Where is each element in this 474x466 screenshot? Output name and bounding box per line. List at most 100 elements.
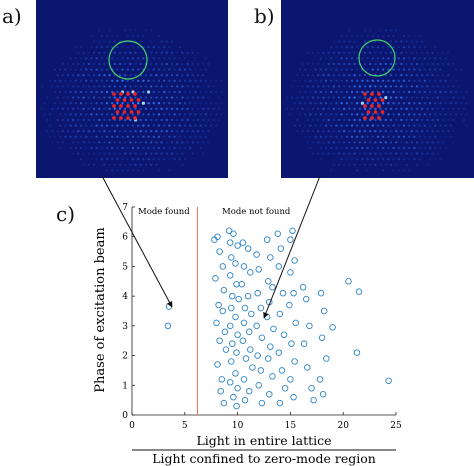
lattice-spot [118, 85, 122, 88]
lattice-spot [183, 57, 187, 60]
lattice-spot [415, 163, 419, 166]
lattice-spot [444, 90, 447, 94]
lattice-spot [421, 107, 424, 111]
lattice-spot [209, 79, 213, 83]
lattice-spot [439, 102, 442, 105]
data-point [255, 382, 262, 389]
lattice-spot [59, 79, 62, 83]
lattice-spot [61, 107, 64, 111]
lattice-spot [421, 152, 424, 155]
lattice-spot [465, 113, 468, 116]
lattice-spot [309, 146, 312, 150]
data-point [233, 349, 240, 356]
data-point [263, 236, 271, 243]
lattice-spot [170, 51, 174, 54]
lattice-spot [304, 113, 307, 116]
lattice-spot [405, 40, 408, 43]
lattice-spot [387, 57, 390, 60]
lattice-spot [358, 163, 361, 166]
lattice-spot [434, 158, 437, 161]
lattice-spot [142, 90, 145, 94]
lattice-spot [173, 68, 176, 71]
lattice-spot [428, 146, 432, 150]
data-point [220, 286, 228, 294]
lattice-spot [350, 46, 354, 49]
lattice-spot [395, 130, 398, 133]
lattice-spot [90, 124, 93, 127]
lattice-spot [77, 130, 80, 133]
lattice-spot [118, 51, 122, 54]
lattice-spot [77, 85, 80, 88]
lattice-spot [137, 169, 140, 172]
lattice-spot [103, 85, 106, 88]
zero-mode-spot [122, 98, 127, 102]
lattice-spot [426, 74, 429, 77]
lattice-spot [332, 51, 335, 54]
lattice-spot [340, 124, 343, 127]
lattice-spot [311, 130, 315, 133]
lattice-spot [53, 79, 57, 83]
lattice-spot [131, 57, 135, 60]
lattice-spot [183, 90, 187, 94]
lattice-spot [402, 113, 406, 116]
lattice-spot [79, 135, 83, 138]
lattice-spot [356, 146, 359, 150]
lattice-spot [327, 51, 330, 54]
lattice-spot [335, 57, 338, 60]
lattice-spot [142, 158, 145, 161]
lattice-spot [92, 96, 96, 99]
lattice-spot [176, 62, 179, 66]
lattice-spot [439, 90, 442, 94]
lattice-spot [405, 96, 408, 99]
lattice-spot [306, 141, 309, 144]
lattice-spot [82, 107, 85, 111]
data-point [254, 289, 261, 297]
lattice-spot [176, 85, 179, 88]
lattice-spot [441, 51, 445, 54]
data-point [266, 390, 273, 398]
lattice-spot [369, 29, 372, 32]
lattice-spot [66, 96, 70, 99]
lattice-spot [48, 79, 51, 83]
lattice-spot [363, 85, 367, 88]
lattice-spot [152, 146, 155, 150]
lattice-spot [439, 158, 442, 161]
lattice-spot [423, 68, 426, 71]
data-point [230, 393, 237, 401]
data-point [276, 310, 284, 318]
lattice-spot [361, 124, 364, 127]
lattice-spot [431, 152, 434, 155]
lattice-spot [389, 107, 393, 111]
lattice-spot [402, 135, 406, 138]
lattice-spot [90, 146, 93, 150]
lattice-spot [176, 107, 179, 111]
lattice-spot [191, 85, 194, 88]
lattice-spot [350, 135, 354, 138]
lattice-spot [366, 158, 369, 161]
lattice-spot [421, 141, 424, 144]
lattice-spot [369, 51, 372, 54]
lattice-spot [77, 107, 80, 111]
lattice-spot [389, 51, 393, 54]
lattice-spot [64, 124, 67, 127]
lattice-spot [384, 96, 388, 100]
lattice-spot [350, 158, 354, 161]
lattice-spot [447, 74, 450, 77]
lattice-spot [66, 62, 70, 66]
lattice-spot [137, 90, 140, 94]
lattice-spot [405, 141, 408, 144]
lattice-spot [337, 85, 341, 88]
lattice-spot [118, 130, 122, 133]
lattice-spot [79, 146, 83, 150]
lattice-spot [415, 118, 419, 122]
lattice-spot [462, 96, 465, 99]
lattice-spot [428, 124, 432, 127]
lattice-spot [95, 46, 98, 49]
lattice-spot [113, 152, 117, 155]
lattice-spot [384, 163, 387, 166]
lattice-spot [397, 135, 400, 138]
lattice-spot [160, 118, 163, 122]
y-tick-label: 1 [122, 381, 128, 391]
lattice-spot [82, 85, 85, 88]
lattice-spot [137, 158, 140, 161]
